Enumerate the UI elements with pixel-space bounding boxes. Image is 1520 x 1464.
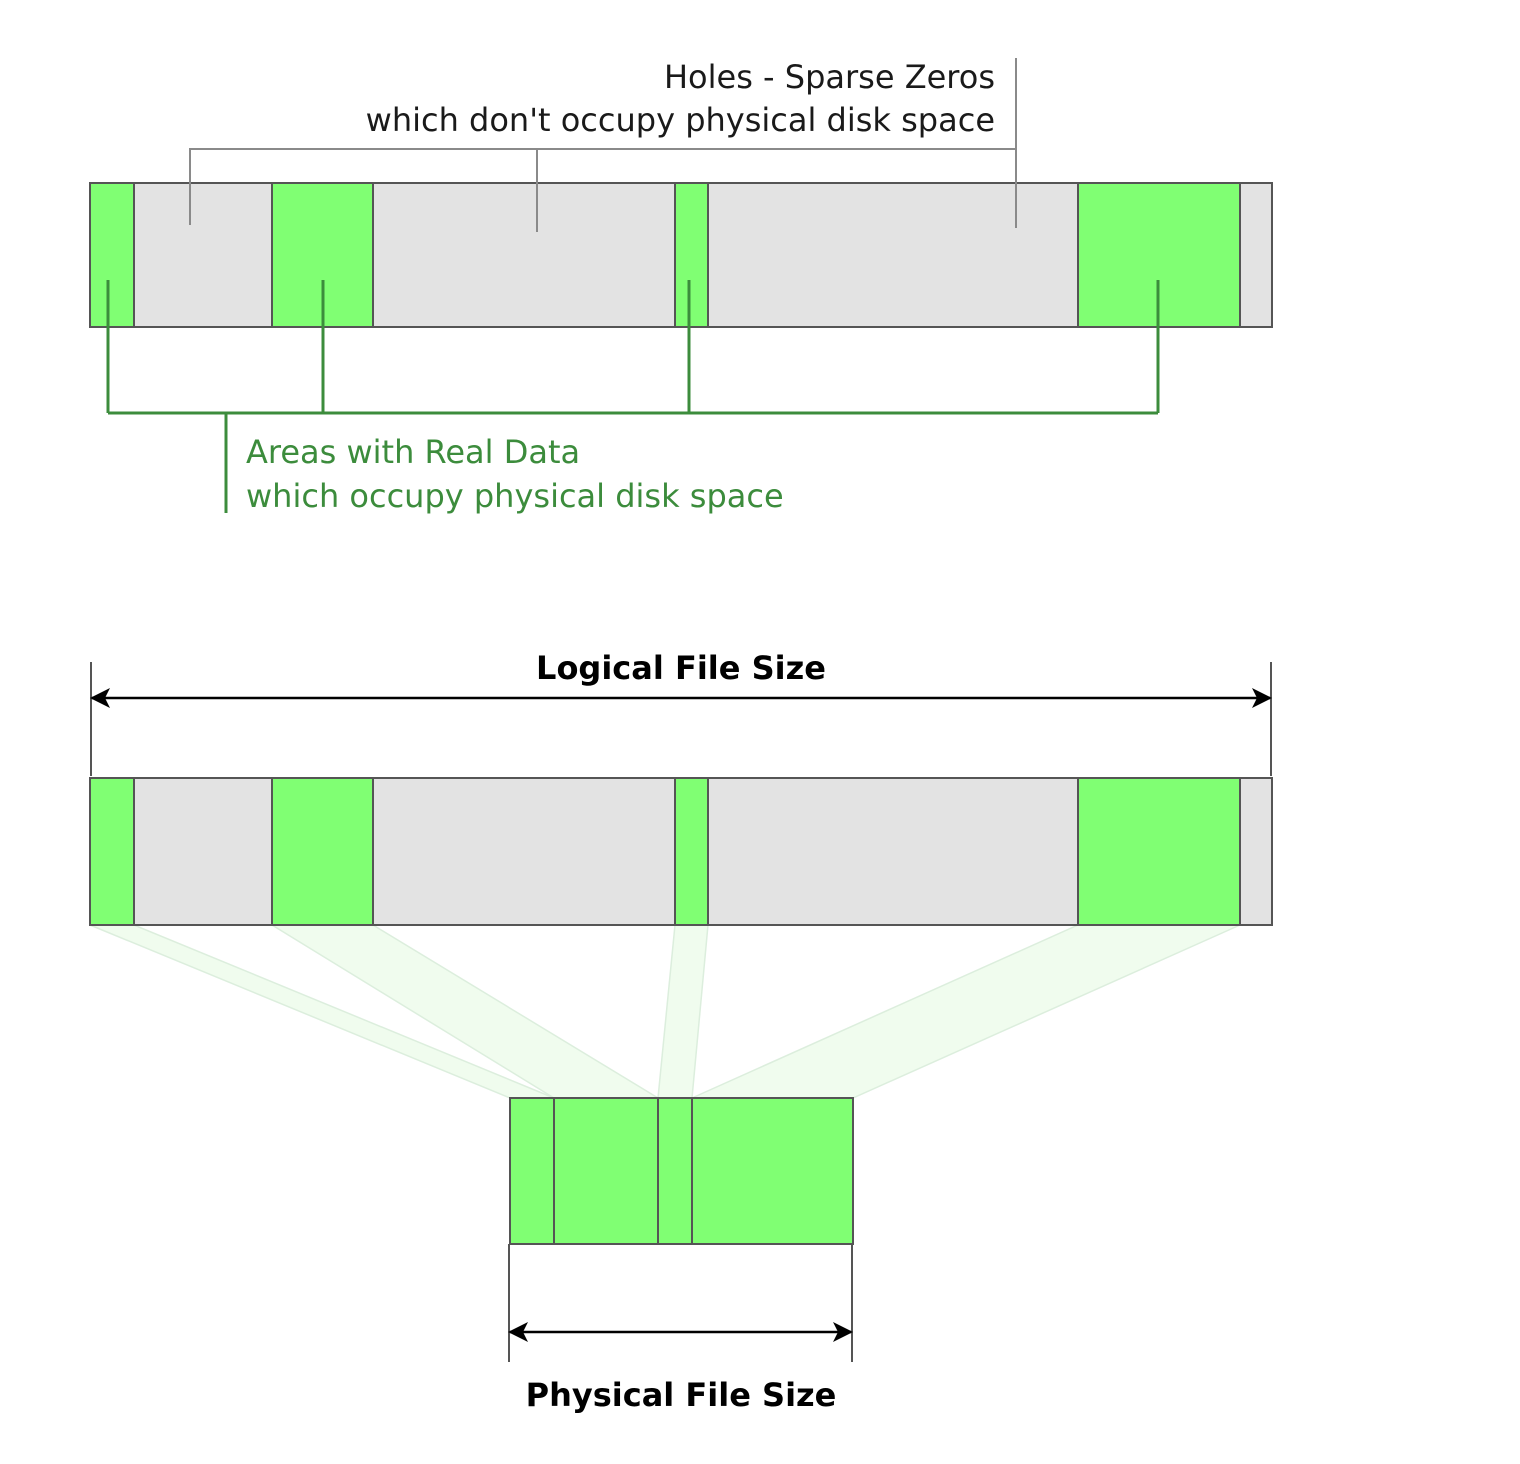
top-data-block-1	[89, 182, 135, 328]
middle-data-block-2	[271, 777, 374, 926]
middle-file-bar	[89, 777, 1273, 926]
physical-size-dimension: Physical File Size	[508, 1244, 853, 1414]
top-data-block-4	[1077, 182, 1241, 328]
mapping-bands	[89, 924, 1241, 1099]
physical-block-4	[691, 1097, 854, 1245]
logical-size-dimension: Logical File Size	[90, 649, 1272, 776]
holes-bracket	[189, 148, 1016, 225]
holes-label-line1: Holes - Sparse Zeros	[664, 58, 995, 96]
logical-size-label: Logical File Size	[536, 649, 826, 687]
holes-leader-lines	[189, 58, 1017, 232]
holes-label-line2: which don't occupy physical disk space	[366, 101, 995, 139]
mapping-band-4	[691, 924, 1241, 1099]
physical-size-label: Physical File Size	[526, 1376, 837, 1414]
middle-data-block-1	[89, 777, 135, 926]
physical-file-bar	[509, 1097, 854, 1245]
data-leader-lines	[106, 280, 1160, 513]
physical-block-2	[553, 1097, 659, 1245]
middle-data-block-3	[674, 777, 709, 926]
middle-data-block-4	[1077, 777, 1241, 926]
mapping-band-3	[657, 924, 709, 1099]
top-file-bar	[89, 182, 1273, 328]
data-label-line2: which occupy physical disk space	[246, 477, 784, 515]
data-label-line1: Areas with Real Data	[246, 433, 580, 471]
physical-block-3	[657, 1097, 693, 1245]
physical-block-1	[509, 1097, 555, 1245]
top-data-block-3	[674, 182, 709, 328]
